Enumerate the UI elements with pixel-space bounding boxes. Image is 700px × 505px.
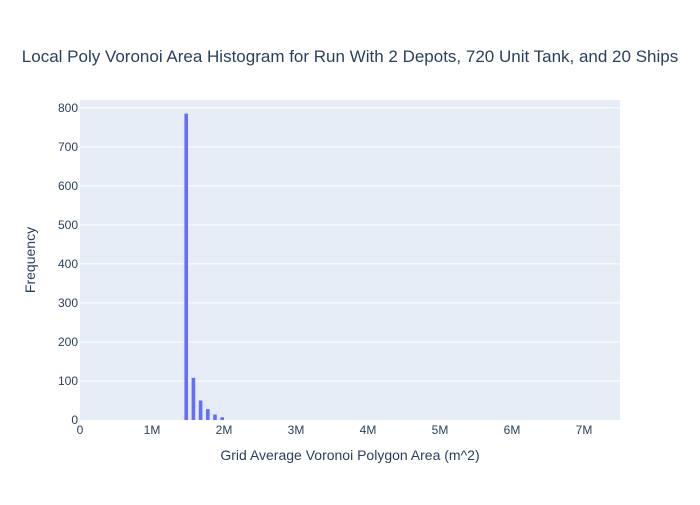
histogram-bar [198,400,203,420]
histogram-bar [191,377,196,420]
y-axis-title: Frequency [22,227,38,293]
y-tick-label: 600 [58,179,78,193]
y-gridlines [80,107,620,382]
y-tick-label: 0 [71,413,78,427]
y-tick-label: 500 [58,218,78,232]
x-tick-label: 7M [576,423,593,437]
y-tick-label: 100 [58,374,78,388]
histogram-bars [184,113,224,420]
plot-area [80,100,620,420]
histogram-bar [220,417,224,420]
y-tick-label: 400 [58,257,78,271]
x-tick-label: 4M [360,423,377,437]
y-tick-label: 300 [58,296,78,310]
y-axis-ticks: 0 100 200 300 400 500 600 700 800 [58,101,78,427]
x-axis-ticks: 0 1M 2M 3M 4M 5M 6M 7M [77,423,593,437]
y-tick-label: 200 [58,335,78,349]
x-tick-label: 1M [144,423,161,437]
chart-title: Local Poly Voronoi Area Histogram for Ru… [22,47,678,66]
x-tick-label: 2M [216,423,233,437]
x-tick-label: 3M [288,423,305,437]
histogram-bar [206,409,210,420]
x-tick-label: 0 [77,423,84,437]
y-tick-label: 800 [58,101,78,115]
x-tick-label: 5M [432,423,449,437]
y-tick-label: 700 [58,140,78,154]
histogram-bar [213,414,217,420]
histogram-bar [184,113,188,420]
x-tick-label: 6M [504,423,521,437]
x-axis-title: Grid Average Voronoi Polygon Area (m^2) [220,447,479,463]
